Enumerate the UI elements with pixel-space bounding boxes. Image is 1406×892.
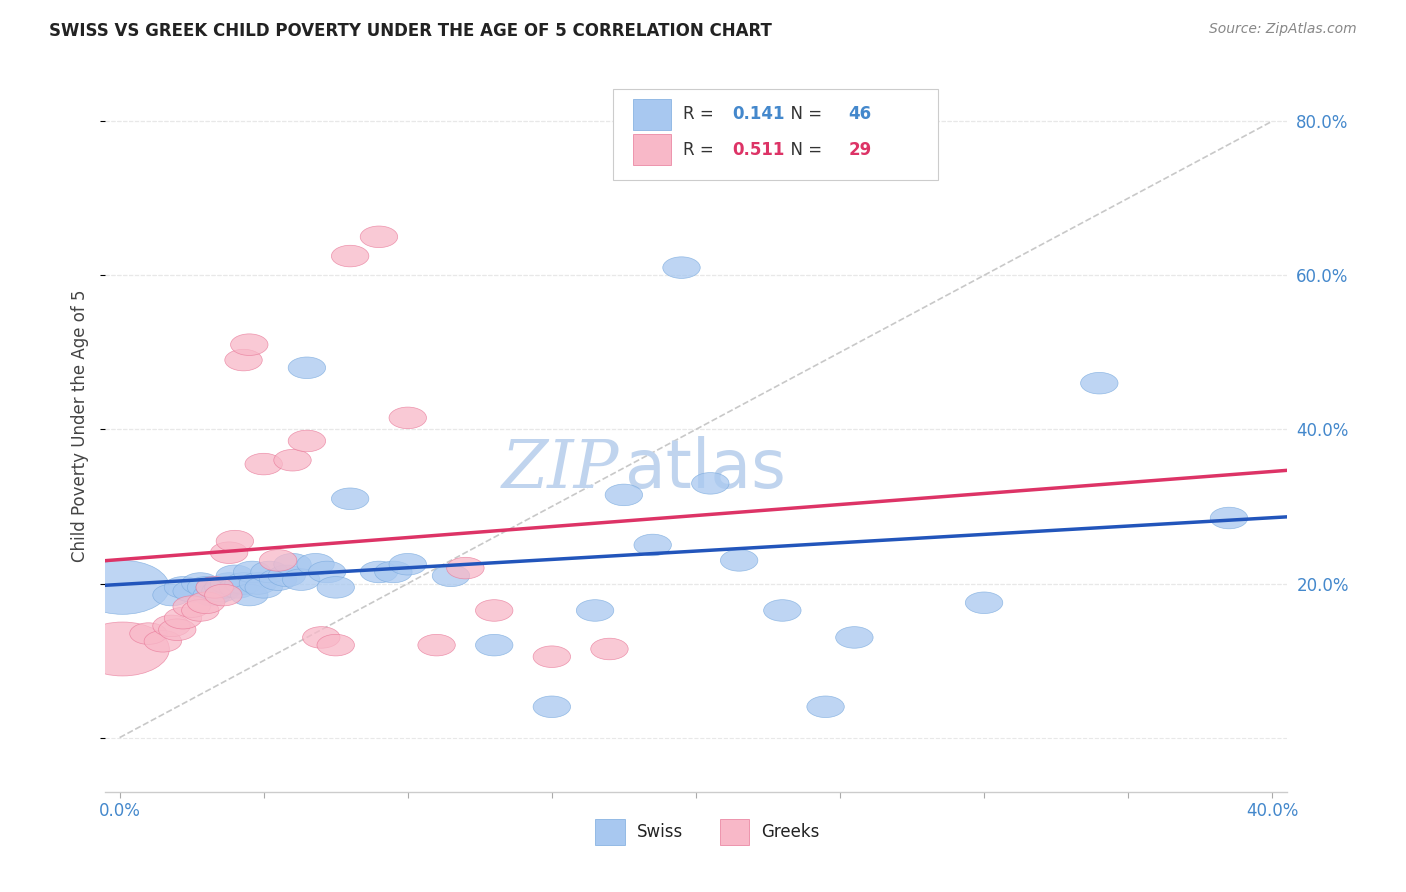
FancyBboxPatch shape xyxy=(613,89,938,180)
Y-axis label: Child Poverty Under the Age of 5: Child Poverty Under the Age of 5 xyxy=(72,289,89,562)
Text: R =: R = xyxy=(683,105,718,123)
Text: Greeks: Greeks xyxy=(761,822,820,841)
Text: R =: R = xyxy=(683,141,718,159)
Text: 0.141: 0.141 xyxy=(733,105,785,123)
Text: Source: ZipAtlas.com: Source: ZipAtlas.com xyxy=(1209,22,1357,37)
Text: Swiss: Swiss xyxy=(637,822,683,841)
FancyBboxPatch shape xyxy=(633,135,671,165)
Text: N =: N = xyxy=(780,105,827,123)
FancyBboxPatch shape xyxy=(720,819,749,845)
FancyBboxPatch shape xyxy=(596,819,626,845)
Text: atlas: atlas xyxy=(626,436,786,502)
Ellipse shape xyxy=(76,560,169,615)
Text: SWISS VS GREEK CHILD POVERTY UNDER THE AGE OF 5 CORRELATION CHART: SWISS VS GREEK CHILD POVERTY UNDER THE A… xyxy=(49,22,772,40)
Text: 29: 29 xyxy=(848,141,872,159)
Text: N =: N = xyxy=(780,141,827,159)
Ellipse shape xyxy=(76,622,169,676)
Text: 46: 46 xyxy=(848,105,872,123)
Text: 0.511: 0.511 xyxy=(733,141,785,159)
FancyBboxPatch shape xyxy=(633,99,671,130)
Text: ZIP: ZIP xyxy=(502,437,619,502)
